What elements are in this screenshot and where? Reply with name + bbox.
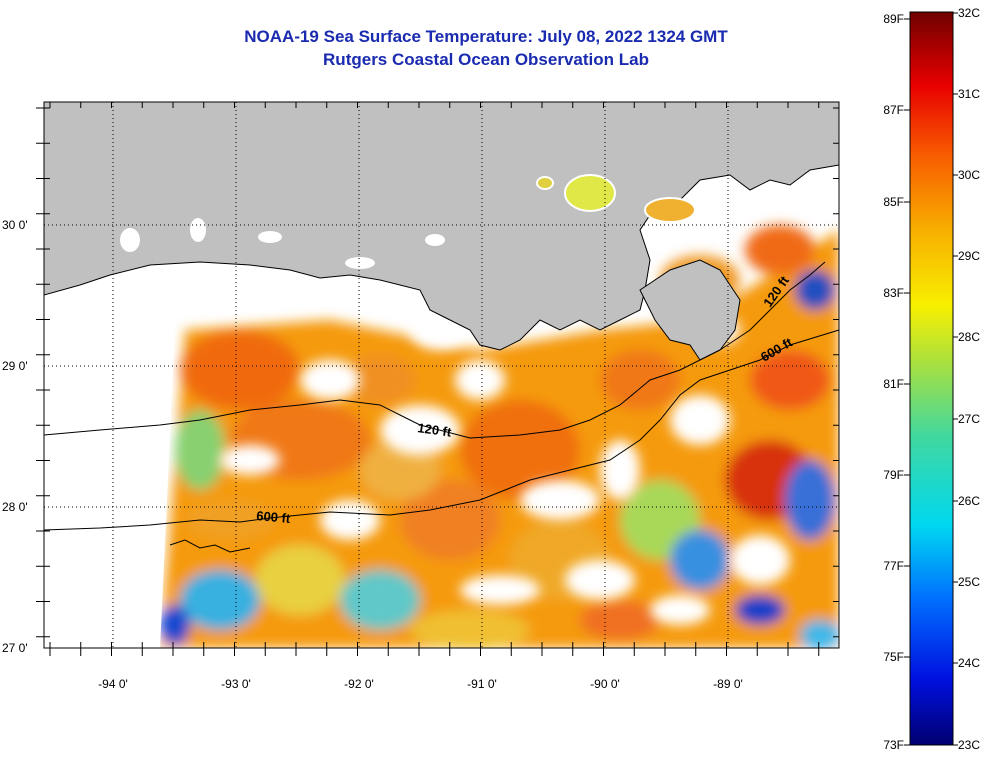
contour-label-120-left: 120 ft — [417, 420, 453, 440]
c-label: 32C — [958, 6, 980, 20]
f-label: 75F — [883, 650, 904, 664]
lat-axis-labels: 30 0' 29 0' 28 0' 27 0' — [2, 218, 28, 655]
c-label: 28C — [958, 330, 980, 344]
axis-ticks — [36, 102, 839, 656]
f-label: 87F — [883, 103, 904, 117]
f-label: 79F — [883, 468, 904, 482]
lon-label: -92 0' — [344, 677, 374, 691]
lat-label: 27 0' — [2, 641, 28, 655]
c-label: 29C — [958, 249, 980, 263]
c-label: 27C — [958, 412, 980, 426]
bathymetry-contours — [43, 261, 840, 553]
lon-label: -90 0' — [590, 677, 620, 691]
lon-axis-labels: -94 0' -93 0' -92 0' -91 0' -90 0' -89 0… — [98, 677, 743, 691]
map-subtitle: Rutgers Coastal Ocean Observation Lab — [323, 50, 649, 69]
f-label: 89F — [883, 12, 904, 26]
lon-label: -94 0' — [98, 677, 128, 691]
lon-label: -93 0' — [221, 677, 251, 691]
contour-label-600-left: 600 ft — [256, 508, 292, 526]
c-label: 30C — [958, 168, 980, 182]
f-label: 77F — [883, 559, 904, 573]
c-label: 26C — [958, 494, 980, 508]
land-mass — [44, 102, 839, 351]
lat-label: 28 0' — [2, 500, 28, 514]
lon-label: -89 0' — [713, 677, 743, 691]
map-frame — [43, 101, 840, 649]
lat-label: 29 0' — [2, 359, 28, 373]
c-label: 24C — [958, 656, 980, 670]
lat-label: 30 0' — [2, 218, 28, 232]
f-label: 81F — [883, 377, 904, 391]
f-label: 85F — [883, 195, 904, 209]
f-label: 83F — [883, 286, 904, 300]
c-label: 25C — [958, 575, 980, 589]
celsius-labels: 32C 31C 30C 29C 28C 27C 26C 25C 24C 23C — [958, 6, 980, 752]
c-label: 23C — [958, 738, 980, 752]
f-label: 73F — [883, 738, 904, 752]
color-scale-ticks — [904, 12, 958, 746]
c-label: 31C — [958, 87, 980, 101]
lon-label: -91 0' — [467, 677, 497, 691]
color-scale-bar — [909, 11, 954, 746]
map-title: NOAA-19 Sea Surface Temperature: July 08… — [244, 27, 728, 46]
fahrenheit-labels: 89F 87F 85F 83F 81F 79F 77F 75F 73F — [883, 12, 904, 752]
